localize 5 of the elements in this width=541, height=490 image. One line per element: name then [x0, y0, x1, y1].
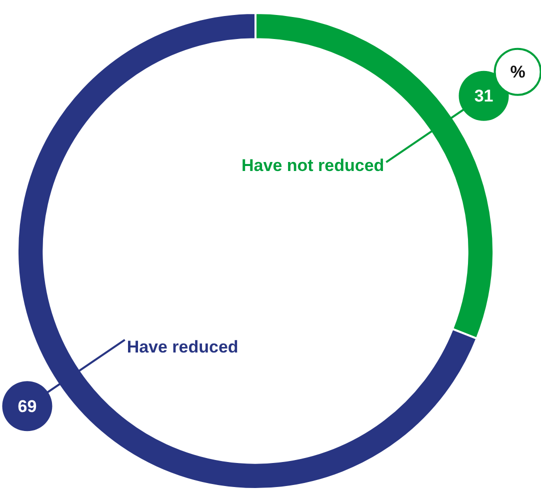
- data-label: 31: [474, 86, 494, 106]
- text: %: [510, 62, 526, 82]
- slice-label: Have not reduced: [242, 156, 384, 175]
- data-label: 69: [18, 396, 37, 416]
- slice-label: Have reduced: [126, 337, 238, 356]
